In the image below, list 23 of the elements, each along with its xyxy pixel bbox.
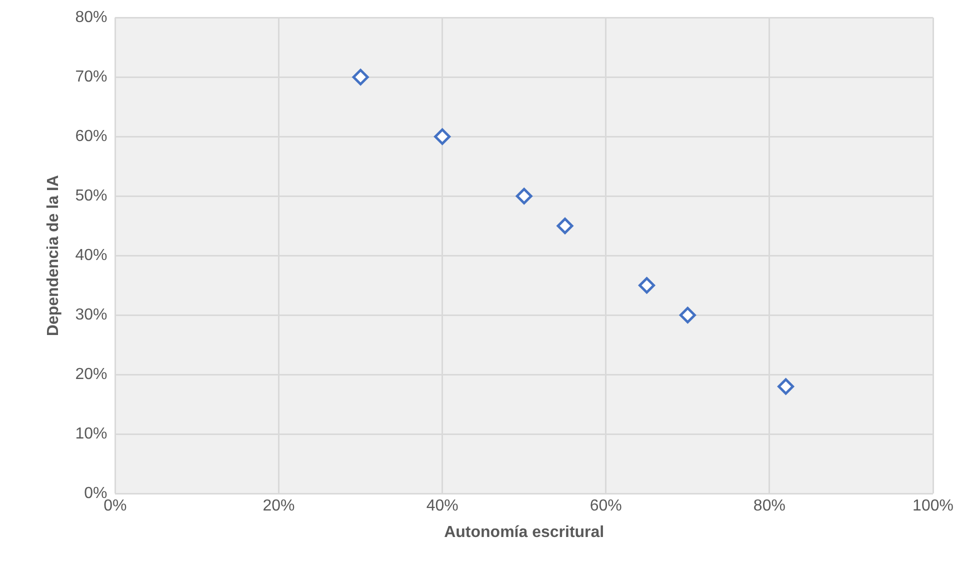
y-tick-label: 10% <box>75 426 108 443</box>
x-tick-label: 100% <box>912 498 954 515</box>
point <box>516 188 532 204</box>
x-tick-label: 40% <box>426 498 458 515</box>
x-tick-label: 60% <box>590 498 622 515</box>
x-tick-label: 20% <box>262 498 295 515</box>
x-axis-title: Autonomía escritural <box>444 524 604 541</box>
point <box>556 218 574 234</box>
point <box>778 378 794 395</box>
x-tick-label: 0% <box>104 498 127 515</box>
y-tick-label: 80% <box>75 9 108 26</box>
y-tick-label: 20% <box>75 366 108 384</box>
point <box>638 277 656 294</box>
y-tick-label: 30% <box>75 306 108 324</box>
y-tick-label: 40% <box>75 247 108 264</box>
point <box>434 128 451 145</box>
x-tick-label: 80% <box>753 498 786 515</box>
y-tick-label: 70% <box>75 68 108 86</box>
y-tick-label: 50% <box>75 188 108 205</box>
y-axis-title: Dependencia de la IA <box>45 174 62 336</box>
point <box>352 68 369 86</box>
point <box>679 306 696 324</box>
y-tick-label: 60% <box>75 128 108 146</box>
